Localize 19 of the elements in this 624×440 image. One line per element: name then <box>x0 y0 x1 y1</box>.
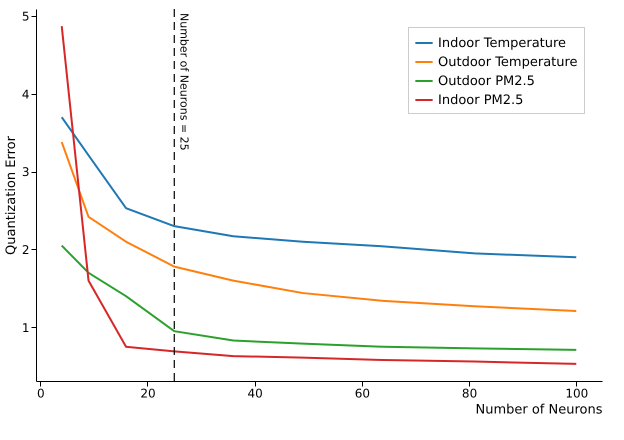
legend-label: Outdoor Temperature <box>438 55 578 70</box>
x-tick-label: 80 <box>462 386 478 400</box>
x-tick-label: 60 <box>354 386 370 400</box>
x-tick-label: 100 <box>565 386 588 400</box>
legend-label: Indoor PM2.5 <box>438 93 524 108</box>
y-axis-title: Quantization Error <box>4 135 19 255</box>
ref-line-label: Number of Neurons = 25 <box>177 13 190 151</box>
y-tick-label: 2 <box>22 242 30 257</box>
y-tick-label: 1 <box>22 320 30 335</box>
x-tick-label: 0 <box>36 386 45 400</box>
y-tick-label: 4 <box>22 87 30 102</box>
y-tick-label: 5 <box>22 10 30 24</box>
y-tick-label: 3 <box>22 165 30 180</box>
x-tick-label: 20 <box>140 386 156 400</box>
legend-label: Indoor Temperature <box>438 36 566 51</box>
x-axis-title: Number of Neurons <box>475 402 603 418</box>
line-series <box>60 244 578 351</box>
legend-label: Outdoor PM2.5 <box>438 74 535 89</box>
x-tick-label: 40 <box>248 386 263 400</box>
